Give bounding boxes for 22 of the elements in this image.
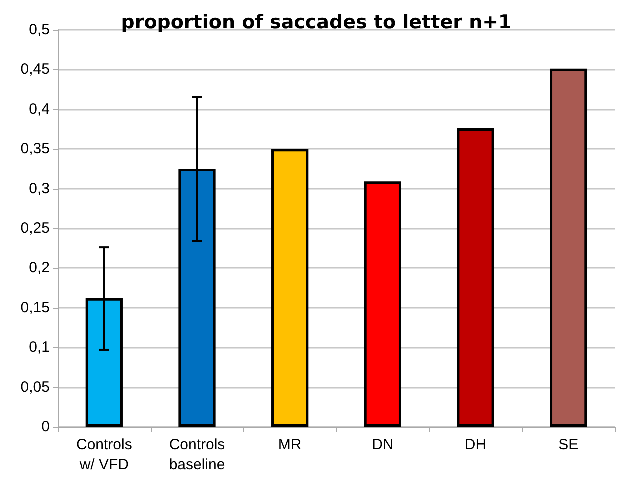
x-tick-label: Controls w/ VFD [76,436,132,474]
y-tick-label: 0,25 [20,220,50,237]
x-tick-label: MR [278,436,302,454]
y-tick-label: 0,35 [20,140,50,158]
y-tick-label: 0,05 [20,378,50,396]
y-tick-label: 0,5 [29,22,50,38]
x-tick-label: DN [372,436,394,454]
x-tick-label: Controls baseline [169,436,226,474]
y-tick-label: 0,3 [29,180,50,198]
y-tick-label: 0 [42,418,50,436]
y-tick-label: 0,45 [20,61,50,78]
y-tick-label: 0,4 [29,100,50,118]
bar [550,68,588,427]
bar [364,182,402,427]
bar [457,128,494,427]
x-tick-label: SE [558,436,579,454]
bar [272,149,309,427]
y-tick-label: 0,2 [29,260,50,277]
y-tick-label: 0,1 [29,339,50,356]
x-tick-label: DH [464,436,487,454]
chart-title: proportion of saccades to letter n+1 [121,12,512,34]
y-tick-label: 0,15 [20,299,50,316]
